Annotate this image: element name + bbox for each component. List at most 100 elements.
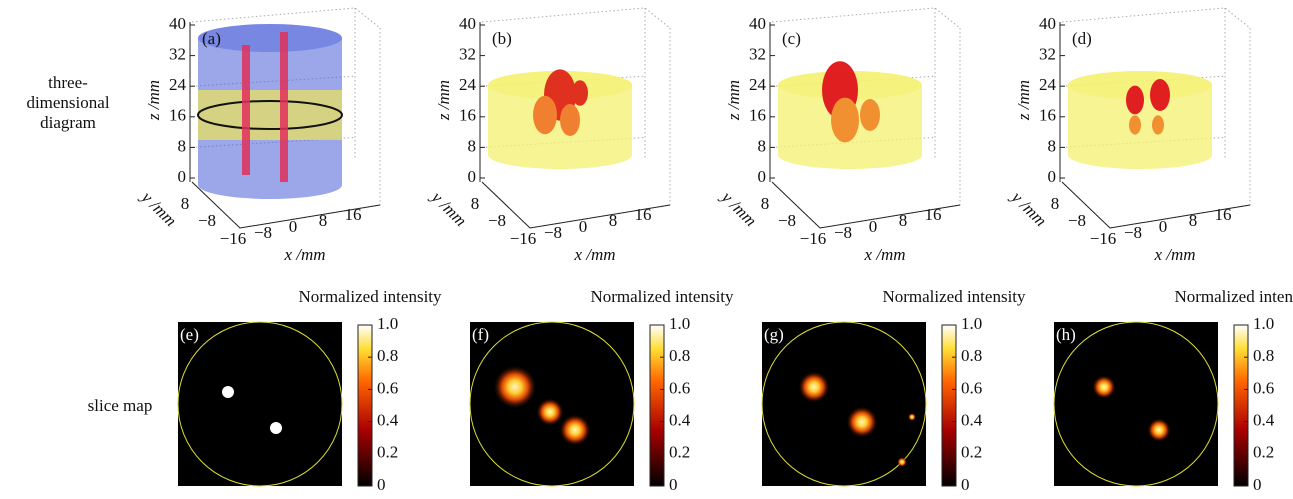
x-tick-label: −8 <box>834 223 852 242</box>
x-tick-label: 0 <box>289 217 298 236</box>
panel-label: (c) <box>782 29 801 48</box>
colorbar-tick-label: 0 <box>1253 475 1262 494</box>
colorbar-tick-label: 0 <box>377 475 386 494</box>
z-tick-label: 8 <box>468 136 477 155</box>
box-wire <box>771 7 961 229</box>
intensity-spot <box>897 457 907 467</box>
colorbar-tick-label: 0.6 <box>1253 378 1274 397</box>
slice-boundary <box>177 321 343 487</box>
xy-axes <box>481 181 671 229</box>
z-tick-label: 0 <box>1048 167 1057 186</box>
z-axis-label: z /mm <box>1014 80 1033 121</box>
xy-axes <box>771 181 961 229</box>
slice-boundary <box>469 321 635 487</box>
colorbar-tick-label: 0.8 <box>1253 346 1274 365</box>
x-tick-label: 16 <box>925 205 942 224</box>
colorbar-tick-label: 0.2 <box>961 443 982 462</box>
y-tick-label: −8 <box>778 211 796 230</box>
z-tick-label: 8 <box>178 136 187 155</box>
z-tick-label: 32 <box>1039 45 1056 64</box>
z-tick-label: 0 <box>468 167 477 186</box>
slice-boundary <box>761 321 927 487</box>
colorbar-tick-label: 0.4 <box>669 411 691 430</box>
z-tick-label: 8 <box>758 136 767 155</box>
colorbar-tick-label: 0.4 <box>1253 411 1275 430</box>
x-tick-label: 8 <box>609 211 618 230</box>
colorbar <box>357 324 373 487</box>
z-axis-label: z /mm <box>724 80 743 121</box>
z-tick-label: 24 <box>1039 75 1057 94</box>
z-tick-label: 24 <box>169 75 187 94</box>
xy-axes <box>1061 181 1251 229</box>
intensity-spot <box>1147 418 1171 442</box>
box-wire <box>191 7 381 229</box>
y-tick-label: 8 <box>471 194 480 213</box>
slice-boundary <box>1053 321 1219 487</box>
colorbar-tick-label: 0.6 <box>377 378 398 397</box>
cylinder-top <box>1068 71 1212 99</box>
row-label: diagram <box>40 113 96 132</box>
inclusion <box>1150 79 1170 111</box>
row-label: dimensional <box>26 93 109 112</box>
slice-image <box>178 322 342 486</box>
inclusion <box>560 104 580 136</box>
x-axis-label: x /mm <box>573 245 615 264</box>
rod <box>280 32 288 182</box>
inclusion <box>572 80 588 106</box>
z-tick-label: 0 <box>178 167 187 186</box>
x-tick-label: −8 <box>254 223 272 242</box>
panel-label: (e) <box>180 325 199 344</box>
intensity-spot <box>270 422 282 434</box>
cylinder-top <box>198 24 342 52</box>
inclusion <box>1129 115 1141 135</box>
inclusion <box>1152 115 1164 135</box>
colorbar-tick-label: 1.0 <box>1253 314 1274 333</box>
colorbar-tick-label: 0.2 <box>669 443 690 462</box>
z-axis-label: z /mm <box>434 80 453 121</box>
z-tick-label: 24 <box>459 75 477 94</box>
y-tick-label: 8 <box>181 194 190 213</box>
intensity-spot <box>798 371 830 403</box>
intensity-spot <box>536 398 564 426</box>
x-axis-label: x /mm <box>283 245 325 264</box>
slice-ring <box>197 100 343 130</box>
z-tick-label: 8 <box>1048 136 1057 155</box>
intensity-spot <box>559 414 591 446</box>
panel-label: (d) <box>1072 29 1092 48</box>
inclusion <box>1126 85 1144 115</box>
rod <box>242 45 250 175</box>
x-tick-label: 16 <box>1215 205 1232 224</box>
intensity-spot <box>493 365 537 409</box>
panel-label: (f) <box>472 325 489 344</box>
x-tick-label: 16 <box>345 205 362 224</box>
x-tick-label: −16 <box>220 229 247 248</box>
intensity-spot <box>1092 375 1116 399</box>
colorbar-tick-label: 0.2 <box>1253 443 1274 462</box>
x-tick-label: 0 <box>1159 217 1168 236</box>
colorbar-tick-label: 0.8 <box>377 346 398 365</box>
x-tick-label: 8 <box>899 211 908 230</box>
z-tick-label: 40 <box>459 14 476 33</box>
z-tick-label: 40 <box>169 14 186 33</box>
slice-image <box>1054 322 1218 486</box>
y-tick-label: −8 <box>1068 211 1086 230</box>
x-tick-label: 8 <box>319 211 328 230</box>
z-tick-label: 16 <box>1039 106 1056 125</box>
inclusion <box>860 99 880 131</box>
colorbar-tick-label: 1.0 <box>377 314 398 333</box>
z-tick-label: 16 <box>169 106 186 125</box>
colorbar-title: Normalized intensity <box>298 287 442 306</box>
colorbar-tick-label: 0.6 <box>961 378 982 397</box>
colorbar-tick-label: 0.4 <box>377 411 399 430</box>
x-tick-label: 0 <box>579 217 588 236</box>
z-tick-label: 40 <box>749 14 766 33</box>
yellow-band <box>198 90 342 140</box>
x-axis-label: x /mm <box>1153 245 1195 264</box>
inclusion <box>831 97 859 143</box>
panel-label: (b) <box>492 29 512 48</box>
y-tick-label: −8 <box>198 211 216 230</box>
x-tick-label: 16 <box>635 205 652 224</box>
x-tick-label: −8 <box>544 223 562 242</box>
z-tick-label: 32 <box>169 45 186 64</box>
